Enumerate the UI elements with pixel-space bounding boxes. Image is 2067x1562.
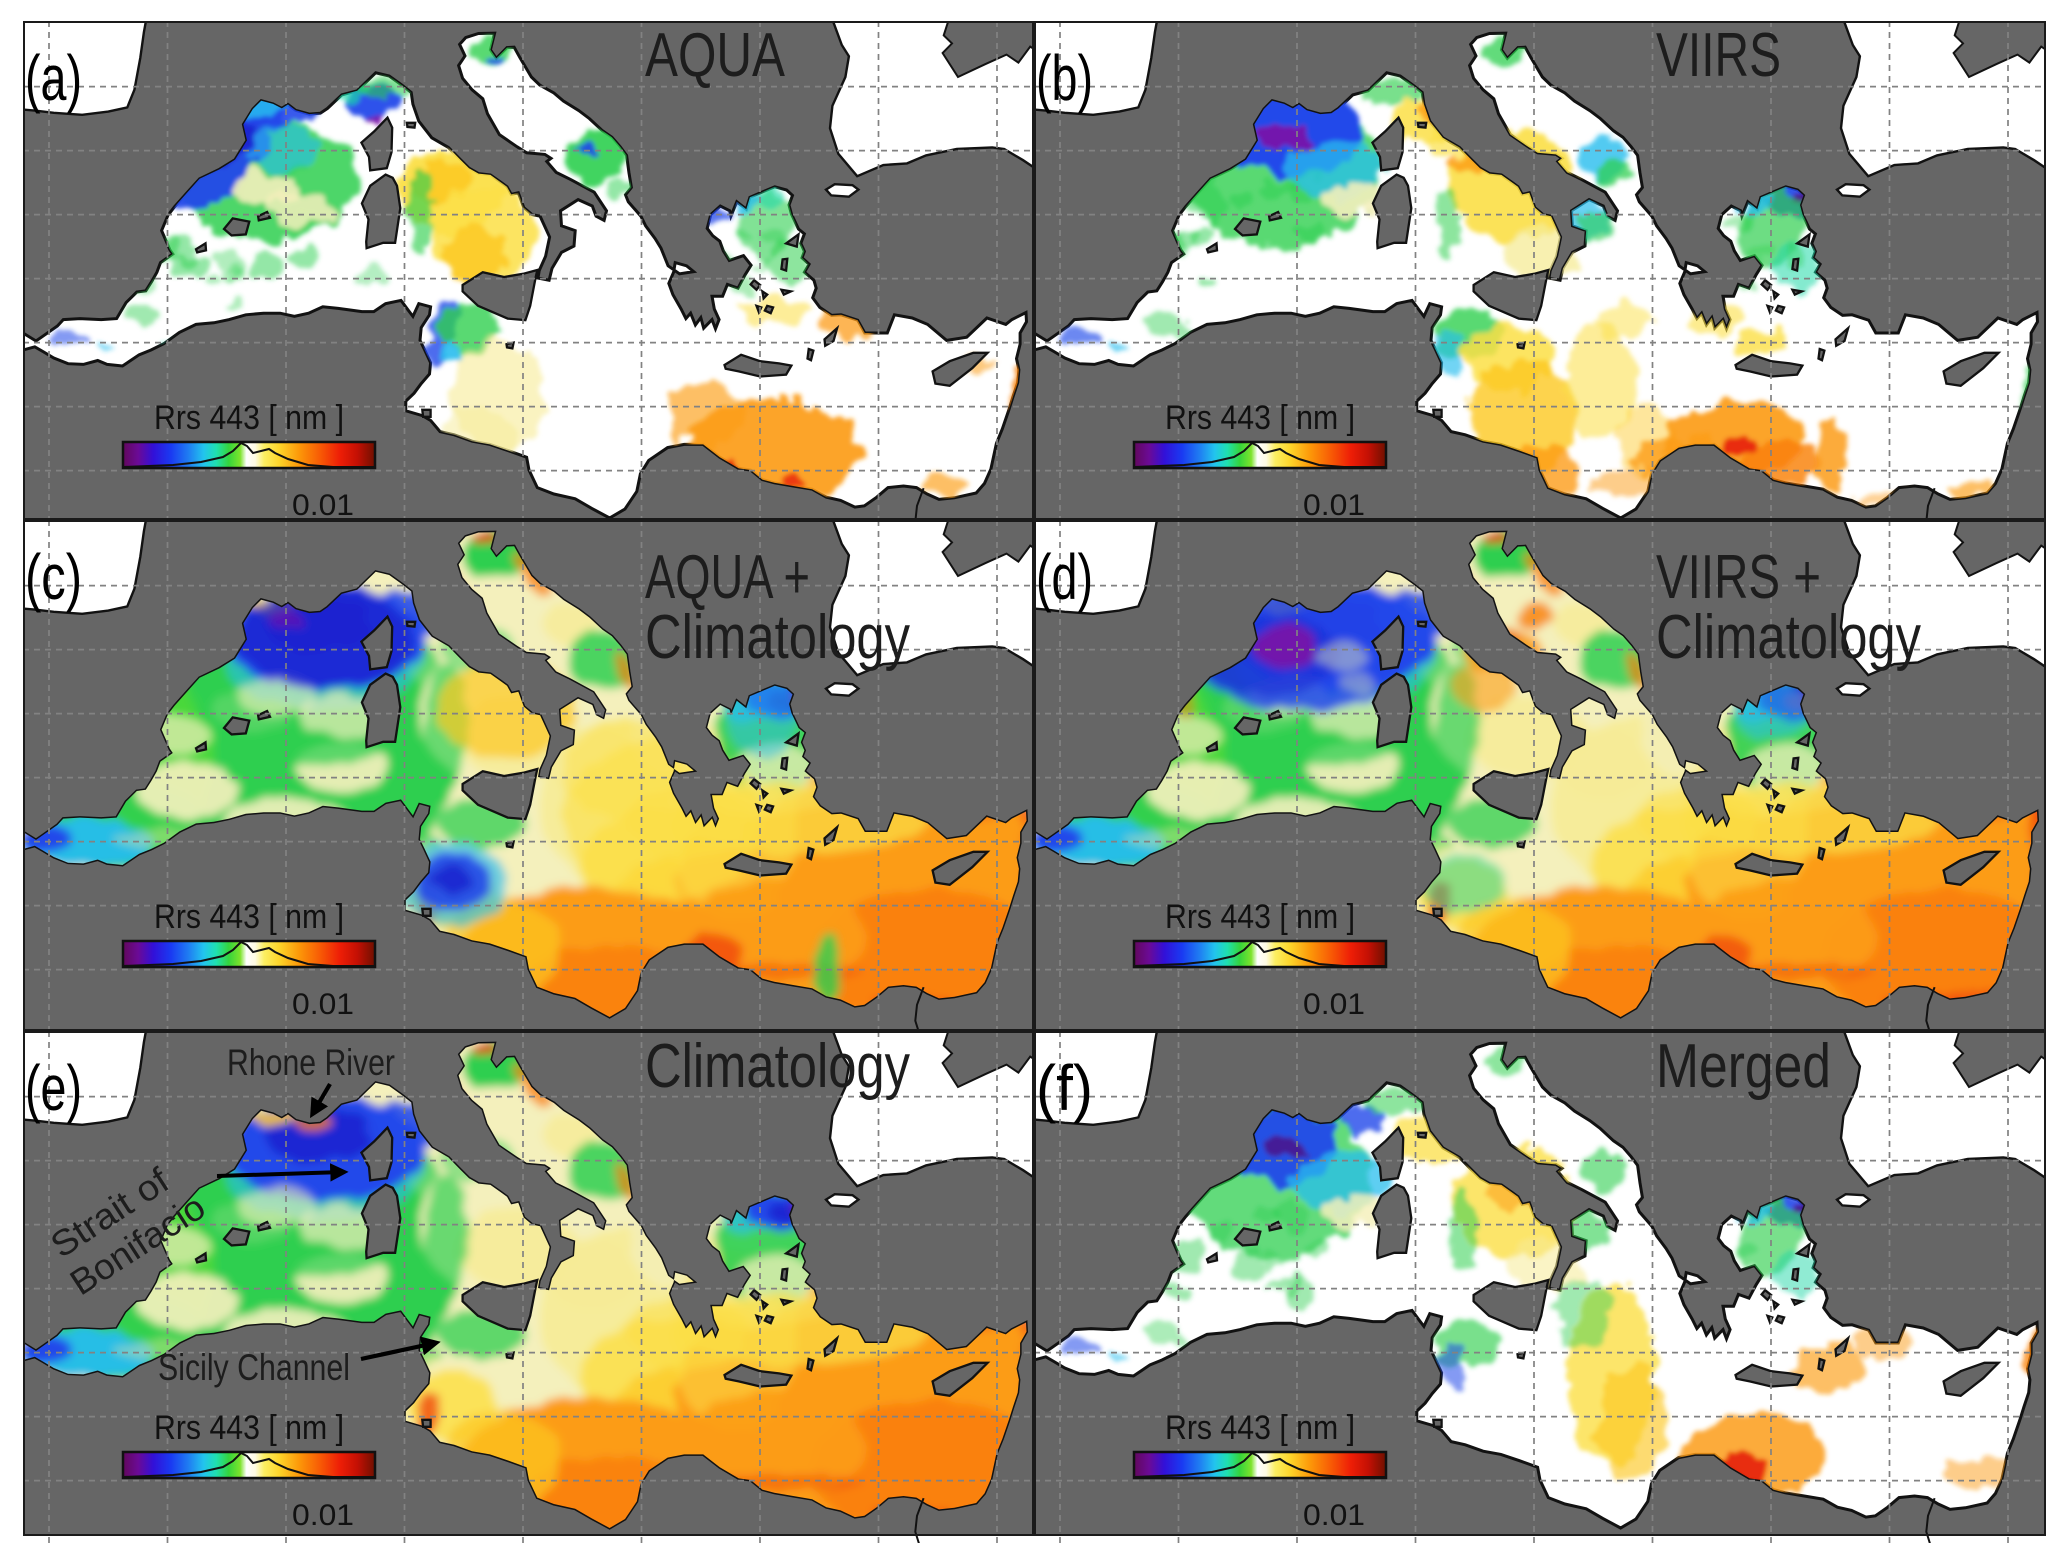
svg-text:Climatology: Climatology xyxy=(645,603,910,672)
svg-text:AQUA: AQUA xyxy=(645,21,786,90)
svg-text:AQUA +: AQUA + xyxy=(645,543,810,612)
svg-text:(a): (a) xyxy=(25,42,82,114)
svg-text:VIIRS: VIIRS xyxy=(1656,21,1781,90)
svg-text:Rrs 443 [ nm ]: Rrs 443 [ nm ] xyxy=(1165,1409,1355,1447)
svg-text:Rrs 443 [ nm ]: Rrs 443 [ nm ] xyxy=(154,898,344,936)
svg-text:Merged: Merged xyxy=(1656,1032,1831,1101)
svg-text:VIIRS +: VIIRS + xyxy=(1656,543,1821,612)
svg-text:0.01: 0.01 xyxy=(292,489,354,522)
svg-text:Rhone River: Rhone River xyxy=(227,1042,395,1083)
svg-text:0.01: 0.01 xyxy=(292,988,354,1021)
svg-text:(f): (f) xyxy=(1036,1052,1093,1124)
svg-text:Rrs 443 [ nm ]: Rrs 443 [ nm ] xyxy=(154,1409,344,1447)
svg-text:(e): (e) xyxy=(25,1052,82,1124)
svg-text:0.01: 0.01 xyxy=(1303,988,1365,1021)
svg-text:0.01: 0.01 xyxy=(1303,1499,1365,1532)
svg-text:(c): (c) xyxy=(25,541,82,613)
svg-text:0.01: 0.01 xyxy=(1303,489,1365,522)
svg-text:Climatology: Climatology xyxy=(645,1032,910,1101)
svg-text:Rrs 443 [ nm ]: Rrs 443 [ nm ] xyxy=(1165,898,1355,936)
svg-text:Rrs 443 [ nm ]: Rrs 443 [ nm ] xyxy=(154,399,344,437)
svg-text:0.01: 0.01 xyxy=(292,1499,354,1532)
svg-text:(d): (d) xyxy=(1036,541,1093,613)
svg-text:Sicily Channel: Sicily Channel xyxy=(158,1347,350,1388)
svg-text:Climatology: Climatology xyxy=(1656,603,1921,672)
svg-text:(b): (b) xyxy=(1036,42,1093,114)
svg-text:Rrs 443 [ nm ]: Rrs 443 [ nm ] xyxy=(1165,399,1355,437)
